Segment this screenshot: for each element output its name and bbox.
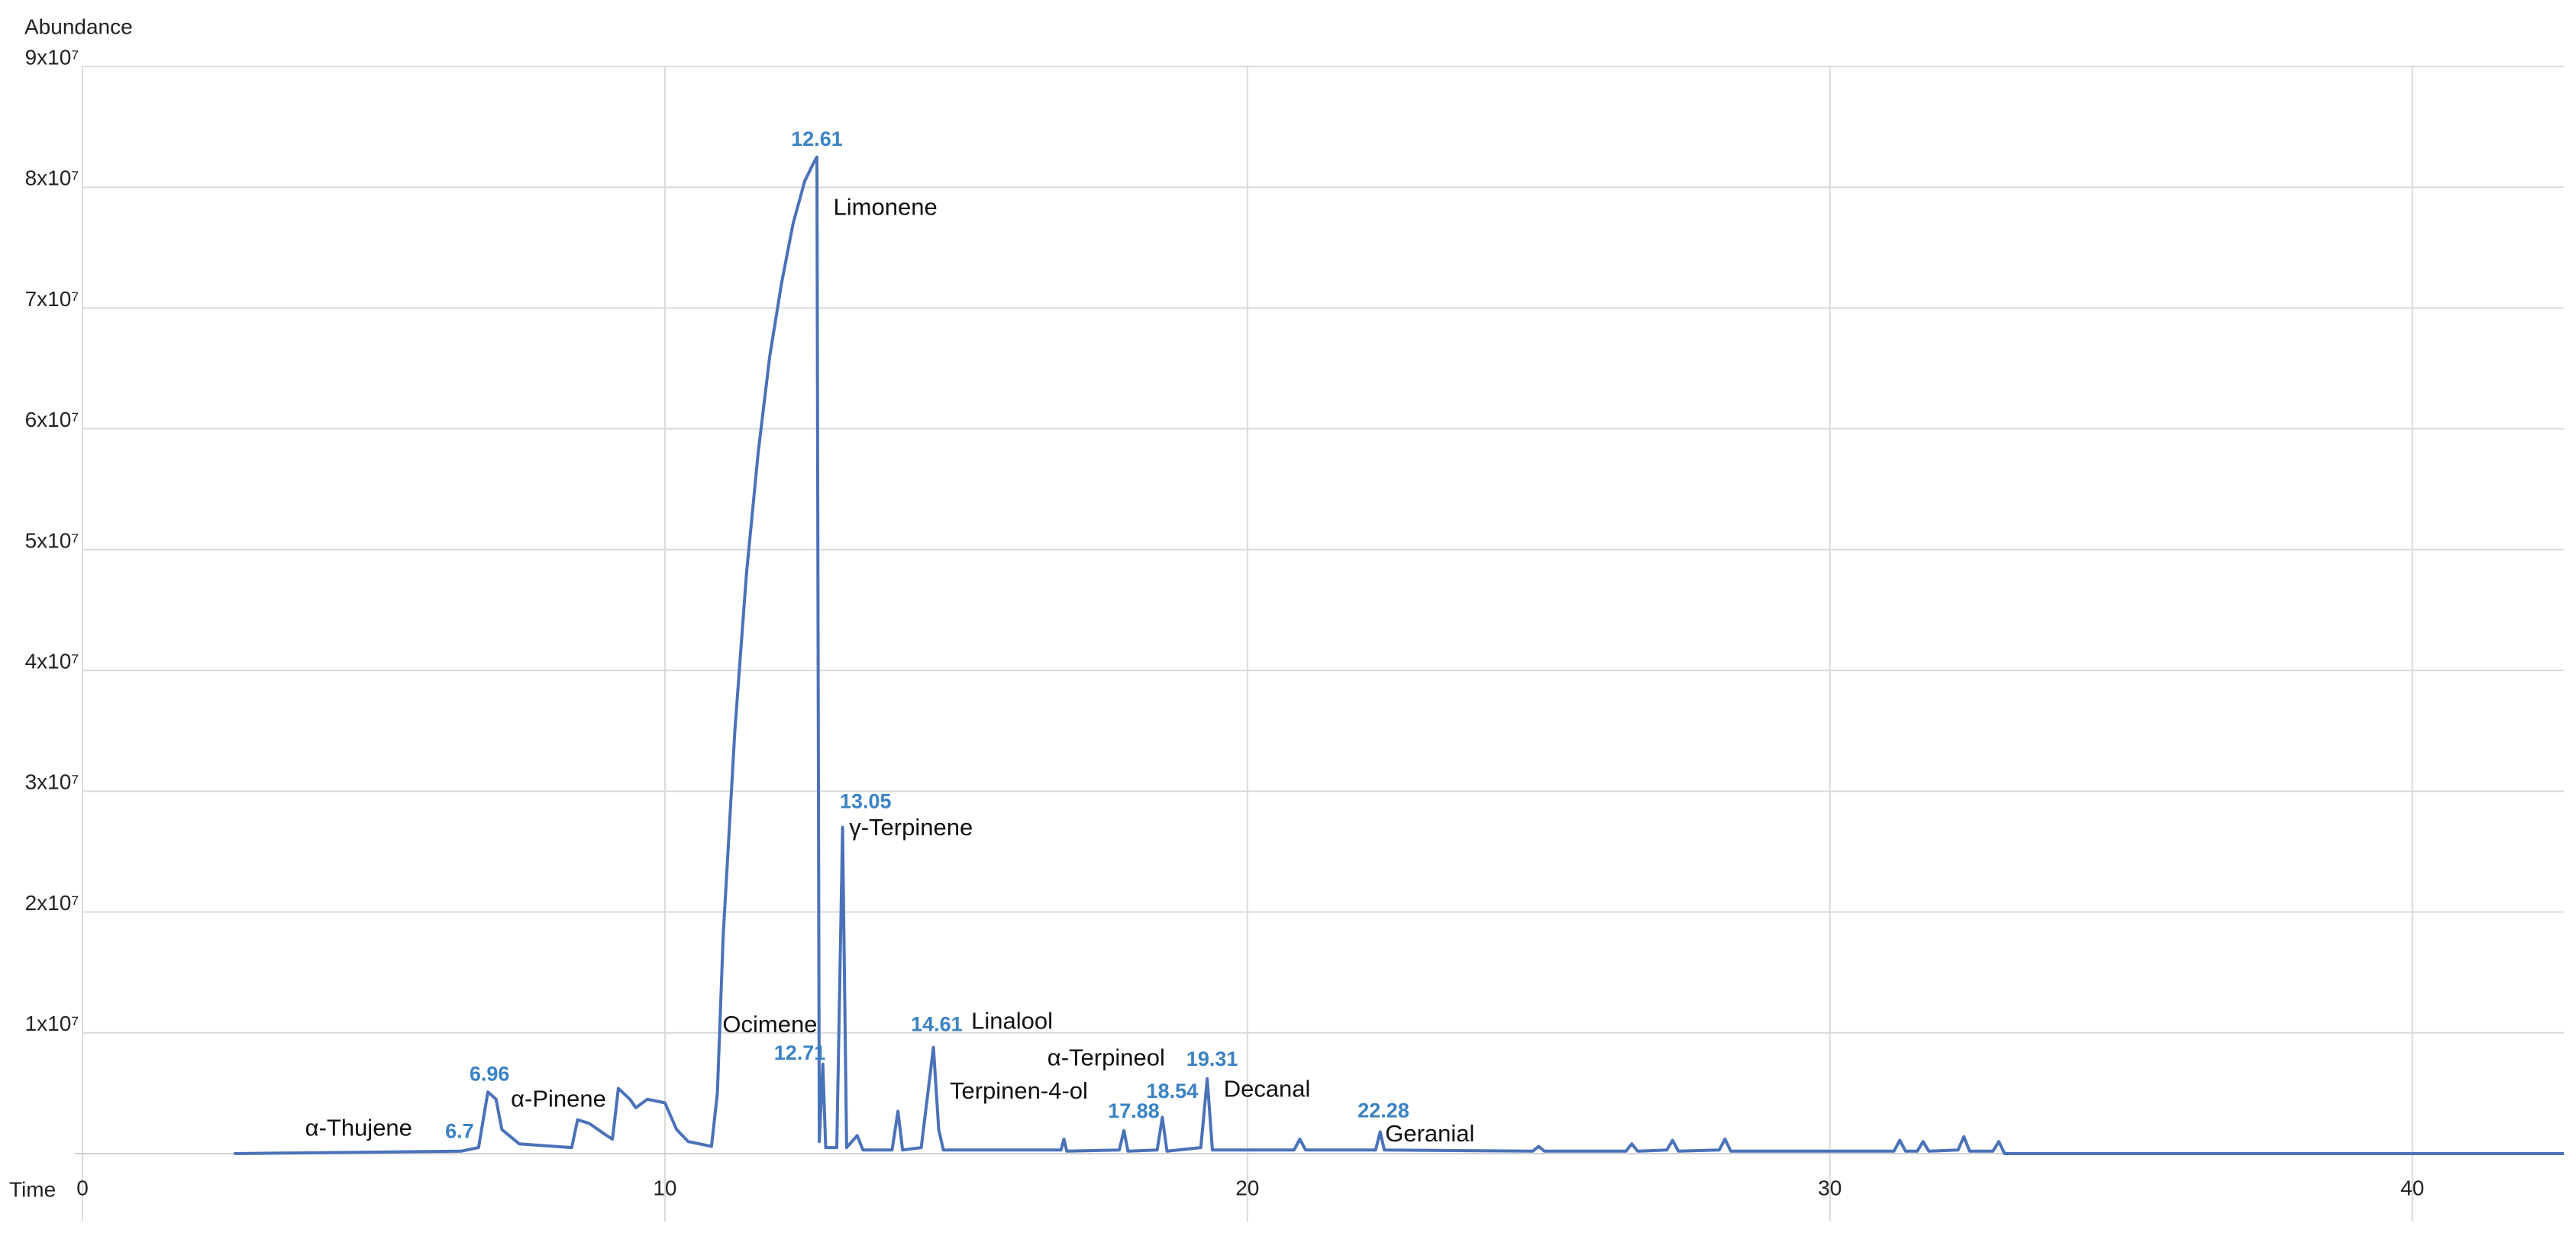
peak-name-label: α-Terpineol [1048,1044,1165,1070]
x-tick-label: 10 [653,1176,676,1199]
peak-name-label: Ocimene [722,1011,817,1038]
peak-name-label: Limonene [834,193,938,220]
y-tick-label: 2x10⁷ [25,891,79,915]
peak-time-label: 19.31 [1186,1047,1238,1070]
peak-name-label: Decanal [1224,1075,1311,1102]
peak-name-label: α-Thujene [305,1114,412,1141]
peak-name-label: α-Pinene [511,1085,606,1112]
peak-name-label: Geranial [1385,1120,1474,1147]
peak-time-label: 14.61 [911,1013,963,1036]
chromatogram-line [234,155,2564,1155]
peak-time-label: 13.05 [840,789,892,812]
peak-time-label: 6.96 [470,1063,510,1086]
y-tick-label: 7x10⁷ [25,287,79,311]
peak-time-label: 17.88 [1108,1099,1160,1122]
y-tick-label: 1x10⁷ [25,1012,79,1035]
peak-time-label: 6.7 [445,1120,474,1143]
x-axis-title: Time [9,1177,56,1201]
y-tick-label: 8x10⁷ [25,166,79,190]
x-tick-label: 30 [1818,1176,1842,1199]
peak-name-label: Linalool [971,1007,1053,1034]
y-tick-label: 3x10⁷ [25,770,79,794]
x-tick-label: 20 [1235,1176,1259,1199]
x-tick-label: 40 [2400,1176,2424,1199]
peak-time-label: 12.61 [791,128,843,150]
y-tick-label: 5x10⁷ [25,528,79,552]
y-axis-title: Abundance [24,15,133,38]
peak-name-label: γ-Terpinene [849,814,973,841]
peak-time-label: 22.28 [1357,1099,1409,1122]
y-tick-label: 6x10⁷ [25,408,79,431]
y-tick-label: 4x10⁷ [25,650,79,673]
y-tick-label: 9x10⁷ [25,45,79,69]
peak-time-label: 12.71 [774,1041,826,1064]
peak-time-label: 18.54 [1147,1080,1199,1102]
peak-name-label: Terpinen-4-ol [950,1077,1088,1104]
x-tick-label: 0 [76,1176,89,1199]
